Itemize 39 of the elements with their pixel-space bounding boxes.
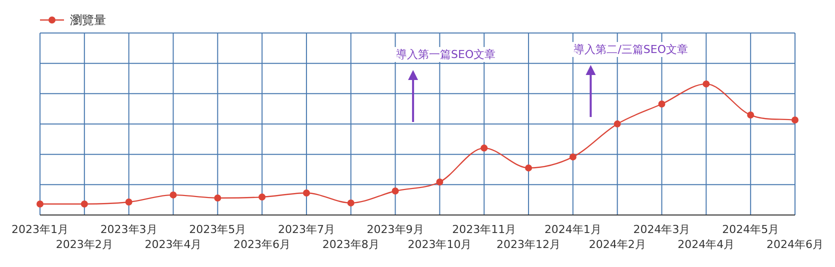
point (392, 188, 399, 195)
x-tick-label: 2023年12月 (496, 238, 561, 251)
point (569, 153, 576, 160)
point (258, 194, 266, 201)
text: 導入第二/三篇SEO文章 (574, 43, 688, 56)
x-tick-label: 2023年11月 (452, 223, 516, 236)
point (302, 189, 310, 196)
x-tick-label: 2024年5月 (722, 223, 780, 236)
x-tick-label: 2023年9月 (366, 223, 424, 236)
x-tick-label: 2023年7月 (278, 223, 335, 236)
x-tick-label: 2024年2月 (588, 238, 646, 251)
point (792, 116, 798, 124)
point (80, 200, 88, 208)
point (747, 112, 754, 119)
text: 導入第一篇SEO文章 (396, 48, 496, 61)
x-tick-label: 2024年3月 (633, 223, 690, 236)
x-tick-label: 2023年2月 (56, 238, 113, 251)
point (658, 100, 666, 108)
x-tick-label: 2024年1月 (544, 223, 602, 236)
legend-label: 瀏覽量 (70, 13, 106, 27)
x-tick-label: 2023年4月 (144, 238, 202, 251)
point (36, 200, 44, 208)
x-tick-label: 2023年1月 (12, 223, 68, 236)
x-tick-label: 2024年4月 (678, 238, 735, 251)
point (436, 178, 444, 186)
x-tick-label: 2023年3月 (100, 223, 158, 236)
point (125, 198, 132, 206)
point (702, 80, 710, 88)
point (525, 164, 532, 172)
point (170, 191, 177, 198)
x-tick-label: 2023年5月 (189, 223, 246, 236)
x-tick-label: 2023年6月 (234, 238, 291, 251)
point (614, 120, 621, 128)
x-tick-label: 2023年8月 (322, 238, 380, 251)
point (480, 144, 488, 152)
x-tick-label: 2023年10月 (408, 238, 472, 251)
x-tick-label: 2024年6月 (766, 238, 824, 251)
point (214, 194, 222, 202)
point (347, 199, 354, 206)
